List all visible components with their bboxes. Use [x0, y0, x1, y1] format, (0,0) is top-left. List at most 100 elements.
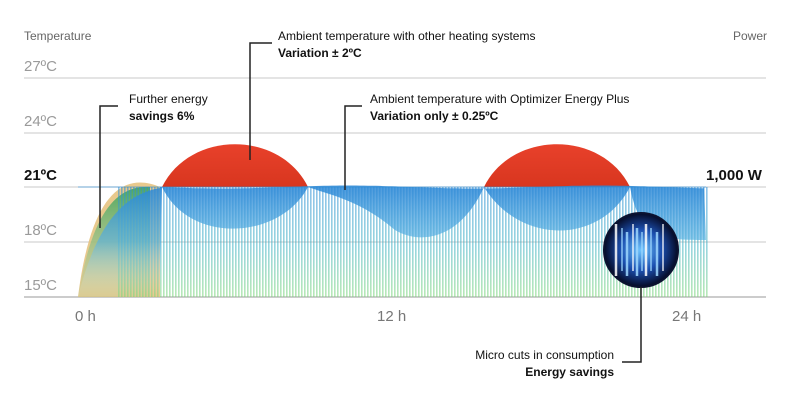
power-bar [289, 187, 291, 297]
power-bar [700, 187, 702, 297]
power-bar [193, 187, 195, 297]
power-bar [583, 187, 585, 297]
power-bar [526, 187, 528, 297]
power-bar [202, 187, 204, 297]
power-bar [688, 187, 690, 297]
annotation-micro-cuts-value: Energy savings [525, 365, 614, 379]
power-bar [334, 187, 336, 297]
power-bar [295, 187, 297, 297]
x-tick-24h: 24 h [672, 308, 702, 325]
temperature-axis-title: Temperature [24, 29, 92, 43]
y-tick-15: 15ºC [24, 277, 57, 294]
power-bar [511, 187, 513, 297]
power-bar [691, 187, 693, 297]
power-bar [430, 187, 432, 297]
power-bar [382, 187, 384, 297]
leader-micro-cuts [622, 287, 642, 363]
power-bar [256, 187, 258, 297]
power-bar [247, 187, 249, 297]
power-bar [184, 187, 186, 297]
power-bar [388, 187, 390, 297]
power-bar [490, 187, 492, 297]
other-systems-bump-1 [162, 144, 308, 187]
annotation-leaders [99, 42, 642, 363]
power-bar [322, 187, 324, 297]
power-bar [523, 187, 525, 297]
power-bar [265, 187, 267, 297]
y-tick-21: 21ºC [24, 167, 57, 184]
annotation-other-systems: Ambient temperature with other heating s… [278, 28, 535, 62]
power-bar [694, 187, 696, 297]
annotation-micro-cuts: Micro cuts in consumption Energy savings [466, 347, 614, 381]
annotation-further-savings: Further energy savings 6% [129, 91, 208, 125]
power-bar [172, 187, 174, 297]
power-bar [421, 187, 423, 297]
power-bar [262, 187, 264, 297]
power-bar [349, 187, 351, 297]
power-bar [208, 187, 210, 297]
power-bar [214, 187, 216, 297]
power-bar [517, 187, 519, 297]
power-bar [310, 187, 312, 297]
power-bar [592, 187, 594, 297]
power-bar [166, 187, 168, 297]
leader-other-systems [249, 42, 272, 160]
power-bar [571, 187, 573, 297]
power-bar [463, 187, 465, 297]
power-bar [316, 187, 318, 297]
power-bar [553, 187, 555, 297]
power-bar [547, 187, 549, 297]
power-bar [484, 187, 486, 297]
power-bar [331, 187, 333, 297]
power-bar [403, 187, 405, 297]
power-bar [370, 187, 372, 297]
power-bar [556, 187, 558, 297]
power-bar [514, 187, 516, 297]
power-bar [475, 187, 477, 297]
power-bar [385, 187, 387, 297]
power-bar [301, 187, 303, 297]
power-bar [493, 187, 495, 297]
power-bar [259, 187, 261, 297]
power-bar [508, 187, 510, 297]
other-systems-bump-2 [484, 144, 630, 187]
power-bar [418, 187, 420, 297]
power-bar [487, 187, 489, 297]
power-bar [424, 187, 426, 297]
annotation-other-systems-text: Ambient temperature with other heating s… [278, 29, 536, 43]
power-bar [520, 187, 522, 297]
annotation-optimizer-variation: Variation only ± 0.25ºC [370, 109, 499, 123]
power-bar [466, 187, 468, 297]
power-bar [169, 187, 171, 297]
power-bar [253, 187, 255, 297]
power-bar [601, 187, 603, 297]
power-bar [355, 187, 357, 297]
power-bar [199, 187, 201, 297]
annotation-optimizer: Ambient temperature with Optimizer Energ… [370, 91, 629, 125]
power-bar [181, 187, 183, 297]
power-bar [205, 187, 207, 297]
leader-further-savings [99, 105, 118, 228]
power-bar [280, 187, 282, 297]
optimizer-area [78, 185, 706, 297]
power-bar [268, 187, 270, 297]
power-bar [313, 187, 315, 297]
power-bar [367, 187, 369, 297]
power-bar [559, 187, 561, 297]
power-bar [394, 187, 396, 297]
power-bar [364, 187, 366, 297]
power-bar [682, 187, 684, 297]
annotation-further-savings-text: Further energy [129, 92, 208, 106]
power-bar [283, 187, 285, 297]
power-bar [163, 187, 165, 297]
power-bar [706, 187, 708, 297]
power-bar [244, 187, 246, 297]
power-bar [460, 187, 462, 297]
power-bar [679, 187, 681, 297]
power-bar [391, 187, 393, 297]
power-bar [685, 187, 687, 297]
power-bar [178, 187, 180, 297]
power-bar [433, 187, 435, 297]
power-bar [472, 187, 474, 297]
micro-cuts-lens [603, 212, 679, 288]
